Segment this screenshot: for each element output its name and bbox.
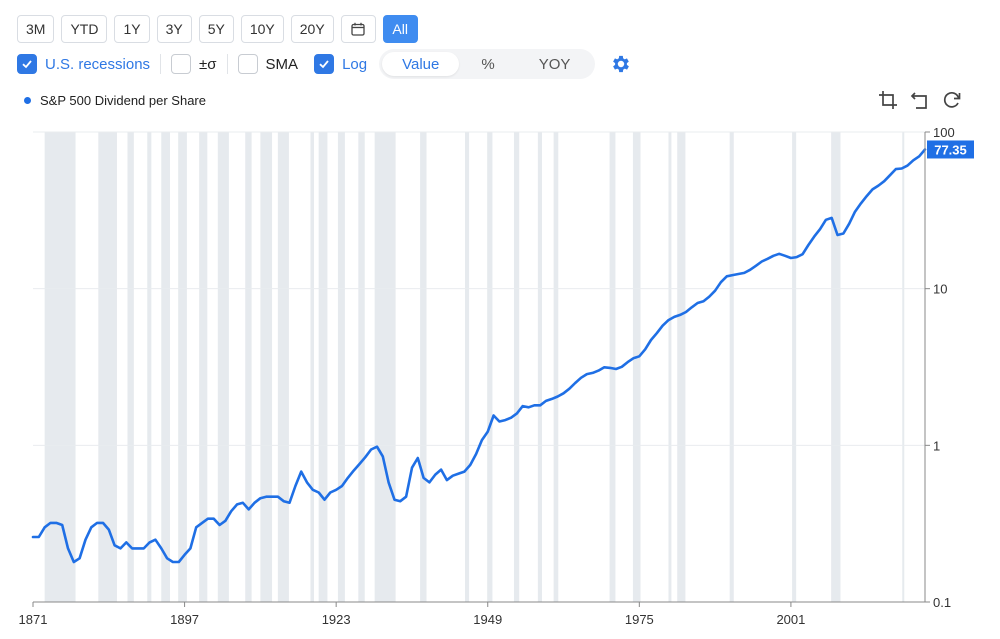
last-value-badge [927, 140, 974, 159]
dividend-chart[interactable]: 0.1 1 10 100 1871 1897 1923 1949 1975 2001 77.35 [0, 120, 1000, 639]
sigma-checkbox[interactable] [171, 54, 192, 74]
check-icon [319, 60, 329, 69]
calendar-icon [351, 22, 365, 36]
recession-band [310, 132, 315, 602]
sigma-toggle[interactable]: ±σ [171, 54, 217, 74]
recession-band [831, 132, 841, 602]
y-tick-label: 0.1 [933, 595, 951, 610]
check-icon [22, 60, 32, 69]
axes: 0.1 1 10 100 1871 1897 1923 1949 1975 2001 77.35 [19, 125, 974, 627]
range-20y-button[interactable]: 20Y [290, 15, 334, 43]
legend-series-label: S&P 500 Dividend per Share [40, 93, 206, 108]
range-ytd-button[interactable]: YTD [61, 15, 108, 43]
x-tick-label: 1871 [19, 612, 48, 627]
recession-band [98, 132, 117, 602]
recessions-checkbox[interactable] [17, 54, 37, 74]
recession-band [260, 132, 273, 602]
recession-band [318, 132, 328, 602]
recessions-toggle[interactable]: U.S. recessions [17, 54, 150, 74]
legend-marker [24, 97, 31, 104]
log-checkbox[interactable] [314, 54, 335, 74]
recession-band [358, 132, 365, 602]
y-tick-label: 1 [933, 438, 940, 453]
recession-band [374, 132, 396, 602]
series-line [31, 148, 927, 564]
refresh-icon[interactable] [942, 90, 962, 110]
log-toggle[interactable]: Log [314, 54, 367, 74]
range-3m-button[interactable]: 3M [17, 15, 55, 43]
recessions-label: U.S. recessions [45, 55, 151, 73]
recession-band [677, 132, 686, 602]
calendar-button[interactable] [340, 15, 376, 43]
recession-band [902, 132, 905, 602]
gear-icon[interactable] [610, 53, 632, 75]
x-tick-label: 1975 [625, 612, 654, 627]
x-tick-label: 1897 [170, 612, 199, 627]
chart-legend: S&P 500 Dividend per Share [24, 93, 206, 108]
x-tick-label: 2001 [776, 612, 805, 627]
range-5y-button[interactable]: 5Y [198, 15, 234, 43]
recession-band [487, 132, 493, 602]
chart-tools [878, 90, 962, 110]
recession-band [277, 132, 289, 602]
recession-band [161, 132, 171, 602]
undo-icon[interactable] [910, 90, 930, 110]
recession-band [792, 132, 797, 602]
recession-band [729, 132, 734, 602]
range-10y-button[interactable]: 10Y [240, 15, 284, 43]
range-all-button[interactable]: All [382, 15, 418, 43]
y-tick-label: 100 [933, 125, 955, 140]
recession-band [178, 132, 187, 602]
recession-band [147, 132, 152, 602]
recession-band [513, 132, 520, 602]
sma-checkbox[interactable] [237, 54, 258, 74]
recession-band [337, 132, 345, 602]
recession-band [127, 132, 134, 602]
log-label: Log [342, 55, 368, 73]
view-mode-switch: Value % YOY [379, 49, 596, 79]
x-tick-label: 1923 [322, 612, 351, 627]
crop-icon[interactable] [878, 90, 898, 110]
recession-band [199, 132, 208, 602]
recession-band [553, 132, 559, 602]
recession-band [668, 132, 672, 602]
recession-band [245, 132, 252, 602]
sma-label: SMA [265, 55, 299, 73]
recession-bands [44, 132, 905, 602]
divider [226, 54, 228, 74]
range-1y-button[interactable]: 1Y [114, 15, 150, 43]
series-layer [31, 148, 927, 564]
y-tick-label: 10 [933, 282, 947, 297]
range-3y-button[interactable]: 3Y [156, 15, 192, 43]
recession-band [44, 132, 76, 602]
view-mode-percent[interactable]: % [481, 55, 495, 73]
recession-band [537, 132, 542, 602]
sma-toggle[interactable]: SMA [237, 54, 299, 74]
view-mode-value[interactable]: Value [382, 52, 460, 76]
view-mode-yoy[interactable]: YOY [538, 55, 571, 73]
options-toolbar: U.S. recessions ±σ SMA Log Value % YOY [17, 49, 632, 79]
recession-band [609, 132, 616, 602]
x-tick-label: 1949 [473, 612, 502, 627]
sigma-label: ±σ [199, 55, 217, 73]
recession-band [420, 132, 427, 602]
recession-band [465, 132, 470, 602]
range-toolbar: 3M YTD 1Y 3Y 5Y 10Y 20Y All [17, 15, 418, 43]
recession-band [217, 132, 229, 602]
recession-band [632, 132, 641, 602]
last-value-label: 77.35 [934, 142, 967, 157]
divider [160, 54, 162, 74]
